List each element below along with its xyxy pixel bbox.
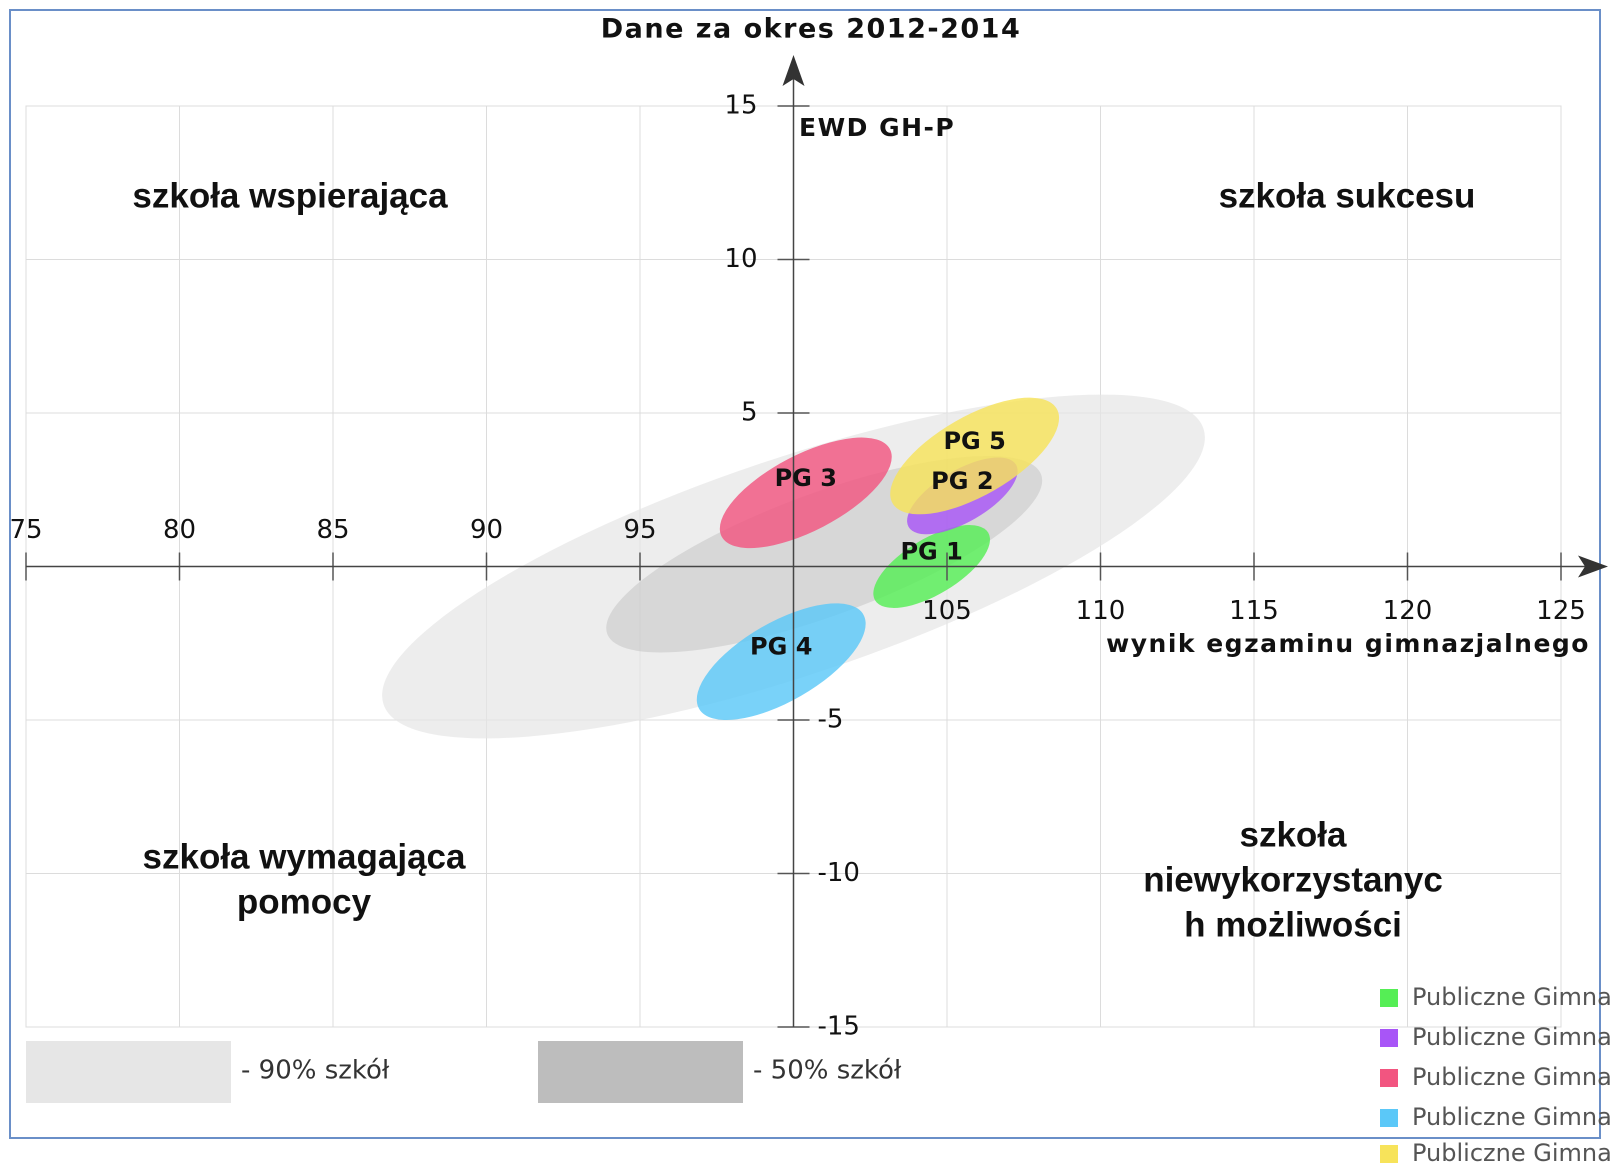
chart-title: Dane za okres 2012-2014: [601, 14, 1022, 45]
school-label: PG 1: [900, 538, 962, 566]
x-tick-label: 125: [1536, 596, 1586, 626]
y-tick-label: 15: [724, 91, 757, 121]
x-tick-label: 110: [1076, 596, 1126, 626]
legend-swatch: [1380, 1145, 1398, 1163]
y-tick-label: 10: [724, 244, 757, 274]
school-ellipse: [719, 437, 892, 549]
quadrant-label: szkoła wymagająca: [143, 837, 466, 876]
x-tick-label: 80: [163, 515, 196, 545]
school-label: PG 3: [775, 464, 837, 492]
x-tick-label: 115: [1229, 596, 1279, 626]
x-axis-arrow: [1578, 555, 1608, 578]
legend-label: Publiczne Gimna: [1412, 1139, 1610, 1167]
legend-swatch: [1380, 1109, 1398, 1127]
quadrant-label: szkoła: [1240, 815, 1348, 854]
school-label: PG 2: [931, 467, 993, 495]
y-tick-label: -5: [818, 705, 844, 735]
legend-swatch: [1380, 1029, 1398, 1047]
x-tick-label: 105: [922, 596, 972, 626]
legend-label: Publiczne Gimna: [1412, 1023, 1610, 1051]
quadrant-label: szkoła sukcesu: [1219, 176, 1476, 215]
quadrant-label: szkoła wspierająca: [132, 176, 448, 215]
reference-swatch: [26, 1041, 231, 1103]
school-ellipse: [696, 603, 866, 720]
quadrant-label: h możliwości: [1184, 905, 1402, 944]
legend-label: Publiczne Gimna: [1412, 983, 1610, 1011]
quadrant-label: niewykorzystanyc: [1143, 860, 1443, 899]
legend-swatch: [1380, 1069, 1398, 1087]
reference-swatch: [538, 1041, 743, 1103]
legend-swatch: [1380, 989, 1398, 1007]
legend-label: Publiczne Gimna: [1412, 1103, 1610, 1131]
reference-label: - 50% szkół: [753, 1056, 902, 1086]
legend-label: Publiczne Gimna: [1412, 1063, 1610, 1091]
x-tick-label: 120: [1383, 596, 1433, 626]
reference-label: - 90% szkół: [241, 1056, 390, 1086]
quadrant-label: pomocy: [237, 882, 372, 921]
x-tick-label: 95: [623, 515, 656, 545]
school-ellipse: [890, 397, 1060, 515]
x-axis-label: wynik egzaminu gimnazjalnego: [1106, 629, 1590, 658]
x-tick-label: 90: [470, 515, 503, 545]
x-tick-label: 85: [316, 515, 349, 545]
y-axis-arrow: [782, 55, 805, 86]
y-tick-label: 5: [741, 398, 758, 428]
y-tick-label: -10: [818, 858, 860, 888]
x-tick-label: 75: [9, 515, 42, 545]
school-label: PG 5: [943, 427, 1005, 455]
y-tick-label: -15: [818, 1012, 860, 1042]
school-label: PG 4: [750, 633, 812, 661]
y-axis-label: EWD GH-P: [799, 113, 955, 142]
